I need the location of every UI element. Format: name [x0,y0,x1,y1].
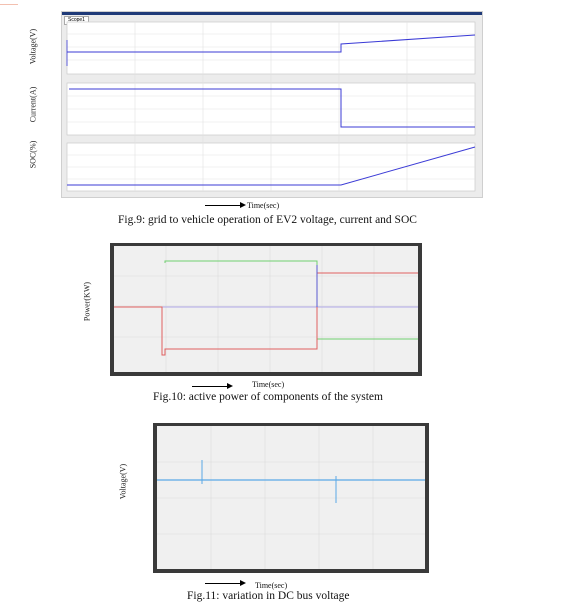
fig9-caption: Fig.9: grid to vehicle operation of EV2 … [118,214,417,226]
corner-mark [0,4,18,5]
fig11-time-arrow [205,580,246,586]
fig11-caption: Fig.11: variation in DC bus voltage [187,590,350,602]
fig11-xlabel: Time(sec) [255,581,288,590]
fig11-plot-area [157,426,425,569]
fig10-ylabel: Power(KW) [82,281,92,322]
fig10-chart [110,243,422,376]
fig9-voltage-trace [67,34,476,53]
fig9-xlabel: Time(sec) [247,201,280,210]
fig11-chart [153,423,429,573]
fig9-soc-trace [67,146,476,186]
fig9-ylabel-voltage: Voltage(V) [28,28,38,65]
fig9-chart [66,21,476,192]
fig10-green-trace [164,260,418,340]
fig9-ylabel-current: Current(A) [28,86,38,123]
fig9-time-arrow [205,202,246,208]
fig9-scope-titlebar [62,12,482,15]
fig10-xlabel: Time(sec) [252,380,285,389]
fig9-gridlines [67,22,475,191]
fig10-time-arrow [192,383,233,389]
fig9-current-trace [69,88,475,128]
fig11-ylabel: Voltage(V) [118,463,128,500]
fig10-gridlines [114,246,418,372]
fig10-plot-area [114,246,418,372]
fig9-ylabel-soc: SOC(%) [28,140,38,169]
fig10-caption: Fig.10: active power of components of th… [153,391,383,403]
